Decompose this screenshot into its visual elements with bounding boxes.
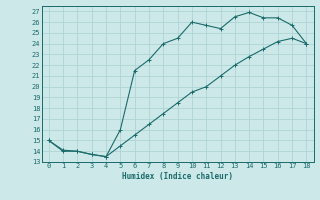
X-axis label: Humidex (Indice chaleur): Humidex (Indice chaleur) <box>122 172 233 181</box>
